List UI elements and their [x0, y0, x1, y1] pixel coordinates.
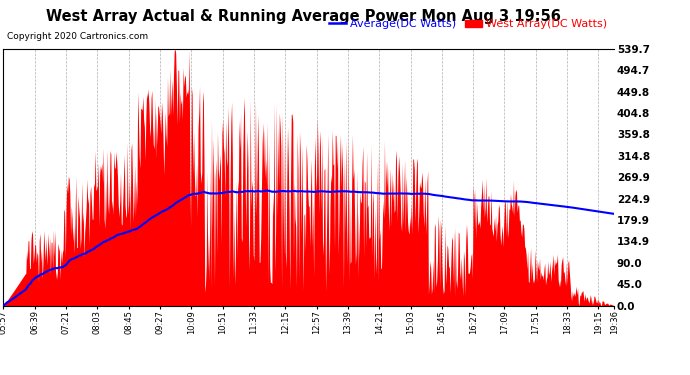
Text: West Array Actual & Running Average Power Mon Aug 3 19:56: West Array Actual & Running Average Powe… — [46, 9, 561, 24]
Text: Copyright 2020 Cartronics.com: Copyright 2020 Cartronics.com — [7, 32, 148, 41]
Legend: Average(DC Watts), West Array(DC Watts): Average(DC Watts), West Array(DC Watts) — [325, 15, 612, 34]
